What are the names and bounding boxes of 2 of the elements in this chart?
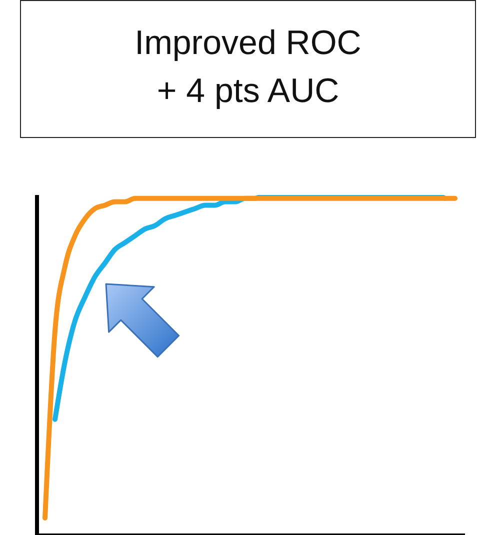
- chart-subtitle: + 4 pts AUC: [156, 71, 340, 112]
- chart-title: Improved ROC: [134, 23, 362, 64]
